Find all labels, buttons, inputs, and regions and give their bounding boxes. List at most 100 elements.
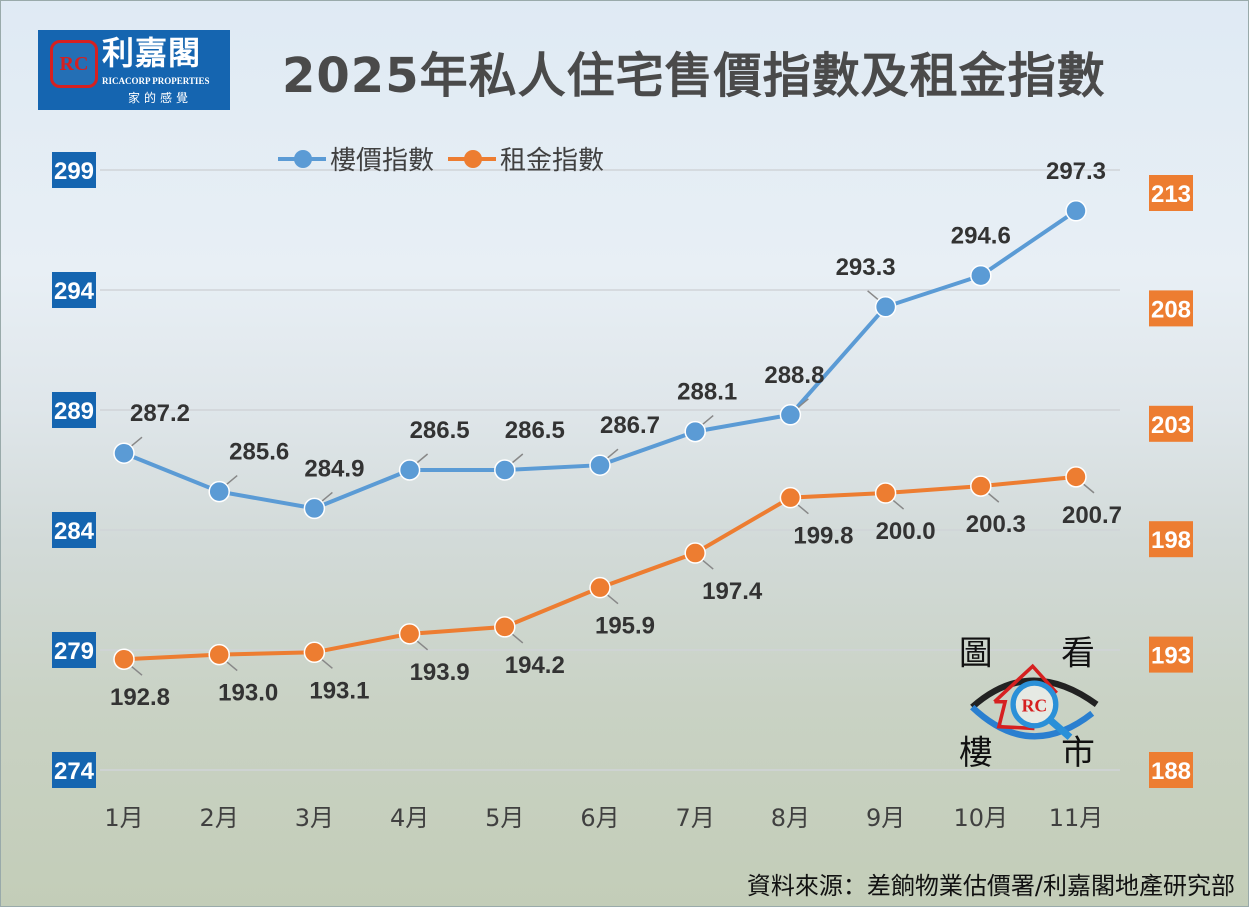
data-point [684, 542, 706, 564]
right-tick-box [1149, 175, 1193, 211]
right-tick-box [1149, 290, 1193, 327]
data-label-leader [510, 453, 524, 465]
data-label: 200.0 [876, 518, 936, 545]
data-label-leader [700, 558, 714, 570]
legend-swatch-price [278, 149, 326, 168]
data-label-leader [319, 491, 333, 503]
data-point [970, 475, 992, 497]
data-label-leader [986, 491, 1000, 503]
eye-rc-mark: RC [1022, 696, 1048, 716]
data-label: 294.6 [951, 223, 1011, 250]
data-label: 286.5 [410, 417, 470, 444]
data-label: 195.9 [595, 613, 655, 640]
data-point [398, 459, 421, 481]
right-tick-box [1149, 405, 1193, 442]
logo-slogan: 家的感覺 [128, 91, 193, 105]
ricacorp-logo: RC 利嘉閣 RICACORP PROPERTIES 家的感覺 [38, 30, 230, 110]
data-point [970, 264, 992, 287]
data-point [589, 576, 611, 599]
data-label: 285.6 [229, 439, 289, 466]
data-label-leader [795, 398, 809, 410]
x-tick-label: 2月 [200, 804, 239, 832]
data-point [494, 459, 516, 481]
right-tick-box [1149, 521, 1193, 558]
x-tick-label: 8月 [771, 804, 810, 832]
data-label: 200.7 [1062, 502, 1122, 529]
left-tick-label: 299 [54, 158, 94, 185]
data-label-leader [891, 498, 905, 510]
legend-item-price: 樓價指數 [278, 140, 434, 177]
data-label-leader [867, 290, 881, 302]
left-tick-box [52, 152, 96, 188]
left-tick-box [52, 392, 96, 428]
data-label-leader [224, 475, 238, 487]
data-label: 200.3 [966, 511, 1026, 538]
data-label-leader [319, 657, 333, 669]
data-label: 197.4 [702, 578, 763, 605]
eye-watermark-logo: RC 圖 看 樓 市 [959, 633, 1099, 772]
data-point [1065, 466, 1087, 488]
x-tick-label: 9月 [866, 804, 905, 832]
data-label: 284.9 [304, 455, 364, 482]
data-label: 287.2 [130, 400, 190, 427]
data-point [874, 296, 897, 318]
watermark-char: 圖 [959, 633, 993, 672]
data-label: 194.2 [505, 652, 565, 679]
data-point [113, 648, 135, 670]
chart-title: 2025年私人住宅售價指數及租金指數 [282, 48, 1106, 104]
data-label-leader [415, 453, 429, 465]
left-tick-label: 279 [54, 638, 94, 665]
data-label: 286.7 [600, 412, 660, 439]
data-label-leader [129, 664, 143, 676]
data-point [1065, 200, 1087, 222]
data-point [589, 454, 611, 476]
data-point [113, 442, 135, 464]
left-tick-box [52, 752, 96, 788]
right-tick-label: 203 [1151, 412, 1191, 439]
x-tick-label: 7月 [676, 804, 715, 832]
data-label-leader [1081, 482, 1095, 494]
legend-label-rent: 租金指數 [500, 146, 605, 176]
data-point [398, 623, 421, 645]
right-tick-label: 193 [1151, 643, 1191, 670]
data-point [684, 420, 706, 443]
x-tick-label: 11月 [1049, 804, 1104, 832]
x-tick-label: 1月 [104, 804, 143, 832]
data-label-leader [795, 503, 809, 515]
right-tick-label: 198 [1151, 527, 1191, 554]
data-label: 297.3 [1046, 158, 1106, 185]
right-tick-label: 208 [1151, 296, 1191, 323]
logo-english-name: RICACORP PROPERTIES [102, 76, 210, 86]
data-label: 192.8 [110, 684, 170, 711]
legend-label-price: 樓價指數 [330, 146, 435, 176]
left-tick-label: 274 [54, 758, 95, 785]
rc-logo-mark: RC [50, 40, 98, 88]
data-point [303, 497, 326, 520]
data-point [303, 641, 326, 664]
data-label-leader [605, 448, 619, 460]
data-label: 193.9 [410, 659, 470, 686]
x-tick-label: 4月 [390, 804, 429, 832]
legend: 樓價指數 租金指數 [278, 140, 618, 177]
data-label: 193.0 [218, 680, 278, 707]
right-tick-box [1149, 752, 1193, 788]
legend-swatch-rent [448, 149, 497, 168]
left-tick-label: 294 [54, 278, 95, 305]
data-point [208, 480, 230, 503]
data-label: 288.8 [764, 362, 824, 389]
x-tick-label: 3月 [295, 804, 334, 832]
x-tick-label: 6月 [580, 804, 619, 832]
data-point [779, 486, 802, 509]
left-tick-box [52, 272, 96, 308]
legend-item-rent: 租金指數 [448, 140, 604, 177]
right-tick-label: 213 [1151, 181, 1191, 208]
logo-chinese-name: 利嘉閣 [102, 34, 202, 72]
watermark-char: 市 [1061, 733, 1095, 772]
data-point [874, 482, 897, 504]
data-point [494, 616, 516, 638]
data-label-leader [700, 415, 714, 427]
data-label: 193.1 [309, 677, 369, 704]
left-tick-box [52, 512, 96, 548]
left-tick-label: 289 [54, 398, 94, 425]
data-label-leader [415, 639, 429, 651]
